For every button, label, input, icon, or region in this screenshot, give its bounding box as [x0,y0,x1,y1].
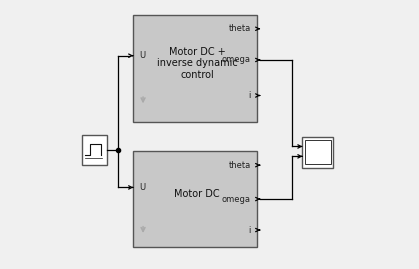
Text: omega: omega [222,194,251,204]
FancyBboxPatch shape [133,15,256,122]
FancyBboxPatch shape [133,151,256,247]
Text: Motor DC: Motor DC [174,189,220,199]
FancyBboxPatch shape [82,134,107,165]
FancyBboxPatch shape [302,137,333,168]
Text: i: i [248,225,251,235]
Text: U: U [139,183,145,192]
FancyBboxPatch shape [305,140,331,164]
Text: i: i [248,91,251,100]
Text: omega: omega [222,55,251,65]
Text: Motor DC +
inverse dynamic
control: Motor DC + inverse dynamic control [157,47,238,80]
Text: U: U [139,51,145,60]
Text: theta: theta [228,24,251,33]
Text: theta: theta [228,161,251,170]
